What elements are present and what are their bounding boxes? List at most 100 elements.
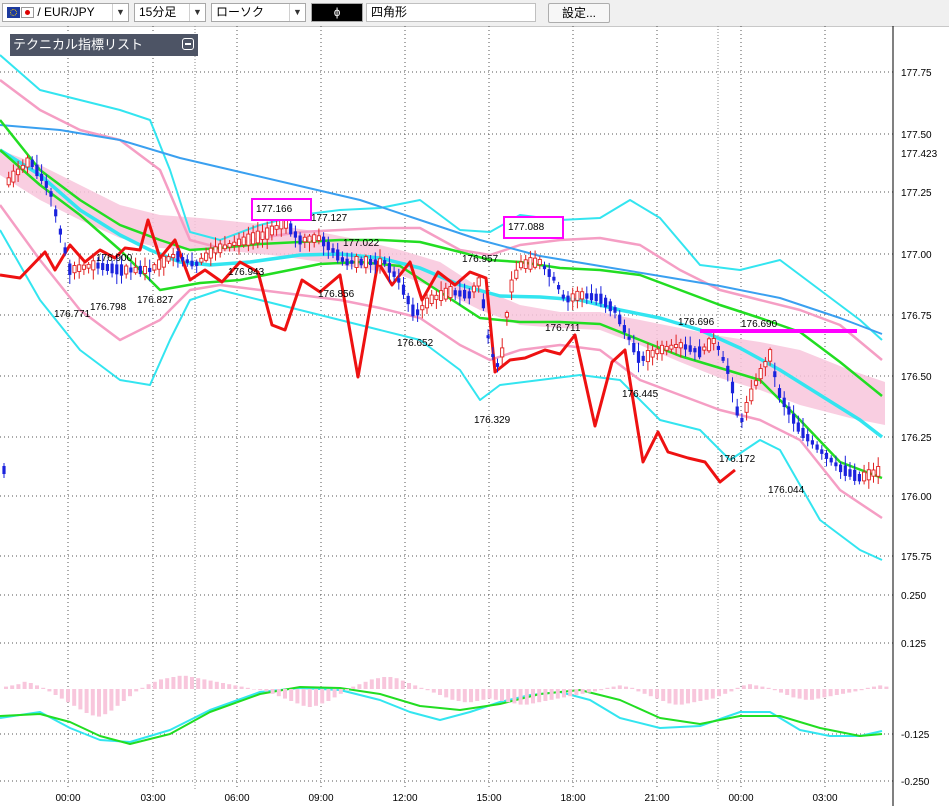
histogram-bar [400,680,405,689]
price-label: 176.172 [719,454,756,465]
draw-tool-field[interactable]: 四角形 [366,3,536,22]
candle-down [96,262,100,269]
histogram-bar [438,689,442,695]
candle-up [279,219,284,230]
histogram-bar [865,687,870,689]
ma-long [0,124,883,335]
bb-inner-lower [0,204,883,520]
candle-down [486,335,490,339]
histogram-bar [276,689,281,697]
candle-down [458,290,462,297]
histogram-bar [785,689,790,695]
jp-flag-icon [21,7,34,19]
symbol-select[interactable]: / EUR/JPY ▼ [2,3,129,22]
histogram-bar [128,689,132,697]
chart-style-select[interactable]: ローソク ▼ [211,3,306,22]
histogram-bar [667,689,672,704]
candle-up [208,247,213,259]
histogram-bar [326,689,331,701]
histogram-bar [531,689,535,704]
lagging-span [0,218,736,484]
histogram-bar [555,689,560,699]
candle-down [585,293,589,299]
histogram-bar [351,686,356,689]
candle-up [509,279,514,293]
histogram-bar [493,689,498,700]
minimize-icon[interactable] [182,38,194,50]
candle-down [326,241,330,251]
candle-down [641,355,645,361]
candle-up [528,257,533,270]
chart-area[interactable]: 176.771 176.900 176.798 176.827 177.166 176.9… [0,26,949,806]
candle-down [636,351,641,363]
histogram-bar [859,689,864,691]
candle-down [463,289,467,299]
histogram-bar [22,681,27,689]
panel-title: テクニカル指標リスト [13,37,144,52]
candle-down [185,259,189,263]
histogram-bar [425,689,430,691]
candle-down [566,295,570,303]
candle-down [30,159,34,167]
histogram-bar [245,687,250,689]
candle-up [876,466,881,477]
candle-down [693,348,697,353]
histogram-bar [475,689,480,701]
histogram-bar [506,689,511,703]
candle-down [119,264,124,276]
histogram-bar [239,686,244,689]
histogram-bar [407,683,411,689]
histogram-bar [283,689,287,699]
price-label: 177.022 [343,238,380,249]
timeframe-select[interactable]: 15分足 ▼ [134,3,206,22]
candle-up [142,265,148,275]
candle-up [678,342,683,349]
candle-down [340,257,344,262]
technical-indicator-panel[interactable]: テクニカル指標リスト [10,34,198,56]
candle-up [471,285,477,293]
candle-down [359,258,363,266]
candle-up [749,388,754,402]
y-tick-label: 176.50 [901,372,932,383]
price-label: 176.696 [678,317,715,328]
histogram-bar [152,681,157,689]
candle-down [688,345,692,352]
histogram-bar [196,678,201,689]
candle-down [698,346,702,358]
histogram-bar [450,689,455,700]
histogram-bar [779,689,783,693]
histogram-bar [878,685,883,689]
candle-down [190,260,194,267]
candle-up [81,264,86,270]
histogram-bar [469,689,473,703]
candle-down [453,290,457,296]
histogram-bar [84,689,89,713]
candle-up [702,346,707,351]
candle-up [363,256,368,268]
candle-down [735,406,739,416]
histogram-bar [704,689,709,700]
histogram-bar [289,689,294,701]
candle-up [241,236,246,246]
candle-up [354,255,359,269]
candle-down [293,231,297,238]
color-swatch[interactable]: ɸ [311,3,363,22]
symbol-label: / EUR/JPY [37,5,95,19]
candle-up [171,254,176,259]
candle-down [58,228,62,235]
candle-down [853,469,857,481]
osc-tick-label: -0.125 [901,730,930,741]
candle-down [557,285,561,290]
y-tick-label: 176.75 [901,311,932,322]
histogram-bar [258,689,263,691]
candle-up [204,252,209,261]
settings-button[interactable]: 設定... [548,3,610,23]
histogram-bar [611,686,616,689]
histogram-bar [444,689,449,698]
chevron-down-icon: ▼ [289,4,305,21]
candle-up [448,286,453,299]
candle-up [232,241,237,246]
histogram-bar [841,689,845,694]
histogram-bar [97,689,101,717]
histogram-bar [723,689,728,694]
